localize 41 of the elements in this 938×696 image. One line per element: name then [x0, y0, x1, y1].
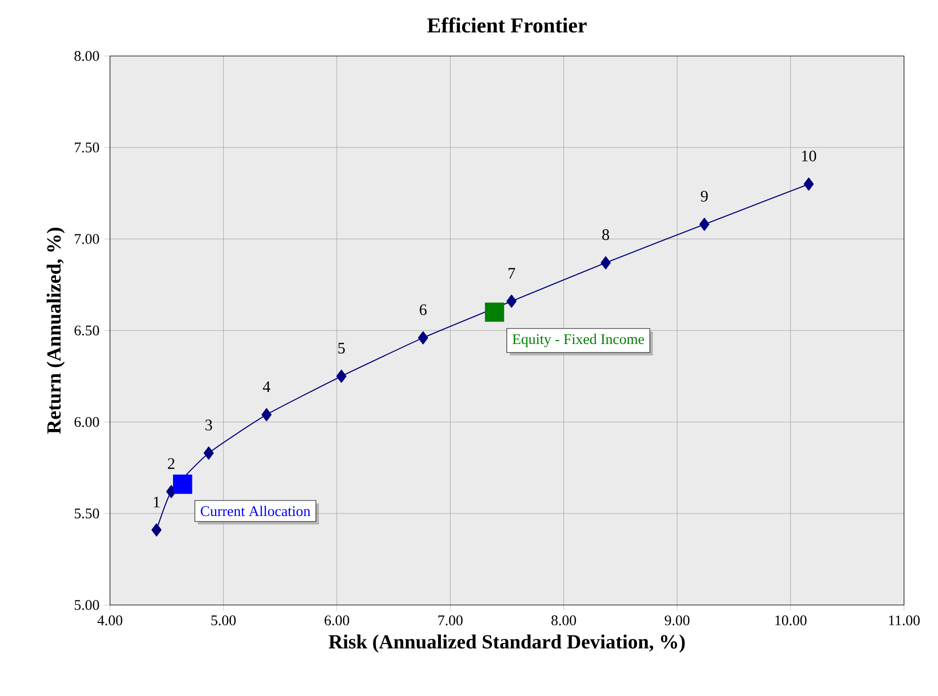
annotation: 7 [508, 268, 516, 279]
annotation: 2 [168, 458, 174, 469]
annotation: 5 [338, 342, 345, 354]
y-tick-label: 8.00 [74, 51, 100, 61]
annotation: 1 [154, 496, 160, 508]
y-tick-label: 6.50 [74, 326, 100, 336]
series-label: Current Allocation [200, 506, 310, 516]
point [336, 370, 346, 383]
series-label: Equity - Fixed Income [512, 334, 644, 348]
x-tick-label: 7.00 [438, 615, 463, 626]
annotation: 10 [802, 150, 816, 162]
y-tick-label: 5.00 [74, 600, 100, 610]
annotation: 3 [205, 420, 212, 430]
x-tick-label: 11.00 [889, 615, 920, 626]
x-tick-label: 9.00 [664, 615, 690, 626]
point [418, 331, 428, 344]
x-axis-title: Risk (Annualized Standard Deviation, %) [328, 634, 685, 653]
point [484, 302, 504, 322]
point [804, 178, 814, 191]
chart-title: Efficient Frontier [427, 17, 587, 33]
point [172, 474, 192, 494]
x-tick-label: 5.00 [211, 615, 236, 626]
y-tick-label: 5.50 [74, 508, 100, 518]
x-tick-label: 8.00 [551, 615, 576, 626]
point [204, 446, 214, 460]
annotation: 6 [420, 304, 427, 316]
point [699, 218, 710, 231]
x-tick-label: 4.00 [97, 615, 122, 626]
annotation: 8 [602, 229, 610, 240]
point [261, 408, 272, 422]
y-tick-label: 7.50 [74, 142, 100, 152]
x-tick-label: 6.00 [324, 615, 350, 626]
annotation: 4 [262, 381, 270, 392]
point [600, 256, 611, 270]
point [506, 294, 517, 308]
x-tick-label: 10.00 [775, 615, 807, 626]
y-tick-label: 7.00 [74, 234, 100, 244]
y-tick-label: 6.00 [74, 417, 100, 427]
annotation: 9 [700, 190, 708, 202]
y-axis-title: Return (Annualized, %) [46, 228, 65, 434]
point [151, 523, 162, 536]
